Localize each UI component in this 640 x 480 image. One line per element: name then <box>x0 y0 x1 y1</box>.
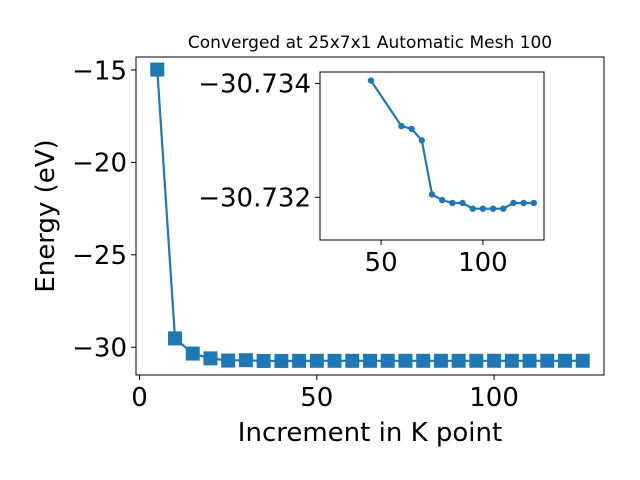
main-data-point <box>203 351 218 366</box>
inset-x-ticks: 50 100 <box>365 240 508 278</box>
main-data-point <box>274 353 289 368</box>
main-x-tick-label: 100 <box>469 383 519 413</box>
main-y-tick-label: −15 <box>72 56 127 86</box>
main-data-point <box>309 353 324 368</box>
main-data-point <box>256 353 271 368</box>
inset-y-tick-label: −30.732 <box>198 184 311 214</box>
main-data-point <box>504 353 519 368</box>
main-data-point <box>150 62 165 77</box>
main-data-point <box>327 353 342 368</box>
main-data-point <box>221 353 236 368</box>
inset-data-point <box>418 137 426 144</box>
inset-data-point <box>438 196 446 204</box>
main-x-tick-label: 50 <box>300 383 333 413</box>
main-data-point <box>380 353 395 368</box>
main-data-point <box>558 353 572 368</box>
main-data-point <box>433 353 448 368</box>
inset-series <box>367 77 538 212</box>
main-data-point <box>416 353 431 368</box>
main-plot-frame <box>135 56 605 376</box>
main-data-point <box>540 353 555 368</box>
main-data-point <box>398 353 413 368</box>
main-data-point <box>451 353 466 368</box>
main-series <box>150 62 590 368</box>
inset-data-point <box>459 199 466 207</box>
inset-data-point <box>469 205 476 212</box>
inset-x-tick-label: 100 <box>458 248 508 278</box>
main-data-point <box>185 346 200 361</box>
inset-background <box>320 72 544 240</box>
main-data-point <box>345 353 360 368</box>
inset-data-point <box>510 199 517 207</box>
inset-data-point <box>428 191 436 198</box>
inset-data-point <box>520 199 527 207</box>
inset-data-point <box>489 205 497 212</box>
inset-plot-frame <box>319 71 545 241</box>
main-data-point <box>575 353 590 368</box>
inset-y-tick-label: −30.734 <box>198 70 311 100</box>
inset-y-ticks: −30.734 −30.732 <box>198 70 320 214</box>
main-x-ticks: 0 50 100 <box>131 375 519 413</box>
inset-data-point <box>500 205 507 212</box>
inset-data-point <box>408 125 415 133</box>
chart-title: Converged at 25x7x1 Automatic Mesh 100 <box>188 33 552 53</box>
main-axes: 0 50 100 −15 −20 −25 −30 Converged at 25x7x1 … <box>31 33 605 448</box>
main-y-tick-label: −20 <box>72 149 127 179</box>
inset-axes: 50 100 −30.734 −30.732 <box>198 70 545 278</box>
main-data-point <box>292 353 307 368</box>
x-axis-label: Increment in K point <box>238 418 502 448</box>
inset-data-point <box>398 122 405 130</box>
main-data-point <box>238 353 253 368</box>
inset-data-point <box>367 77 375 84</box>
inset-data-point <box>479 205 487 212</box>
main-data-point <box>487 353 502 368</box>
main-data-point <box>469 353 484 368</box>
main-y-ticks: −15 −20 −25 −30 <box>72 56 136 364</box>
main-y-tick-label: −30 <box>72 334 127 364</box>
main-x-tick-label: 0 <box>131 383 148 413</box>
main-data-point <box>522 353 537 368</box>
main-y-tick-label: −25 <box>72 241 127 271</box>
inset-data-point <box>449 199 456 207</box>
main-data-point <box>168 331 182 346</box>
y-axis-label: Energy (eV) <box>31 139 61 292</box>
main-data-point <box>363 353 377 368</box>
inset-x-tick-label: 50 <box>365 248 398 278</box>
inset-data-point <box>530 199 538 207</box>
